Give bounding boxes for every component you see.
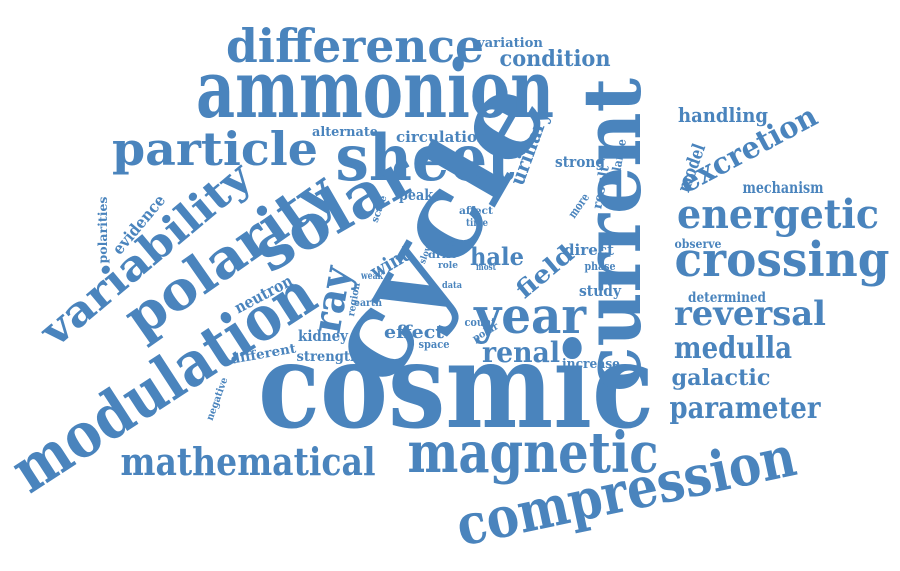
word-mechanism: mechanism xyxy=(743,178,824,197)
word-variation: variation xyxy=(476,36,544,51)
word-condition: condition xyxy=(500,46,611,72)
word-peak: peak xyxy=(399,186,434,204)
word-most: most xyxy=(476,263,497,273)
word-ammonion: ammonion xyxy=(196,42,554,136)
word-strong: strong xyxy=(555,153,605,171)
word-ray: ray xyxy=(303,261,361,337)
word-time: time xyxy=(466,218,488,229)
word-vein: vein xyxy=(444,239,465,249)
word-galactic: galactic xyxy=(672,365,771,391)
word-drift: drift xyxy=(428,250,456,261)
word-difference: difference xyxy=(226,19,484,73)
word-increase: increase xyxy=(562,357,620,372)
word-circulation: circulation xyxy=(396,128,488,146)
word-role: role xyxy=(438,261,458,271)
word-count: count xyxy=(465,316,497,329)
word-parameter: parameter xyxy=(670,391,822,426)
word-earth: earth xyxy=(354,298,383,309)
word-reversal: reversal xyxy=(674,294,826,334)
word-effect: effect xyxy=(384,322,445,343)
word-observe: observe xyxy=(675,237,722,251)
word-data: data xyxy=(442,281,462,291)
word-particle: particle xyxy=(112,122,318,176)
word-phase: phase xyxy=(585,260,616,273)
word-renal: renal xyxy=(482,336,560,369)
word-determined: determined xyxy=(688,290,766,306)
word-strength: strength xyxy=(297,349,360,365)
word-direct: direct xyxy=(564,241,614,259)
word-cosmic: cosmic xyxy=(258,316,654,455)
word-affect: affect xyxy=(459,206,493,217)
word-study: study xyxy=(579,282,622,300)
word-magnetic: magnetic xyxy=(408,420,659,486)
word-crossing: crossing xyxy=(675,232,890,288)
word-sheet: sheet xyxy=(336,121,515,196)
word-medulla: medulla xyxy=(674,331,792,366)
word-weak: weak xyxy=(360,271,384,282)
word-current: current xyxy=(565,78,659,392)
word-hale: hale xyxy=(470,242,524,271)
word-energetic: energetic xyxy=(677,191,879,238)
word-mathematical: mathematical xyxy=(121,439,376,484)
word-space: space xyxy=(419,338,450,351)
word-polarities: polarities xyxy=(96,196,110,263)
word-year: year xyxy=(473,286,587,345)
word-kidney: kidney xyxy=(298,327,349,345)
word-handling: handling xyxy=(678,103,768,127)
word-alternate: alternate xyxy=(312,125,378,140)
